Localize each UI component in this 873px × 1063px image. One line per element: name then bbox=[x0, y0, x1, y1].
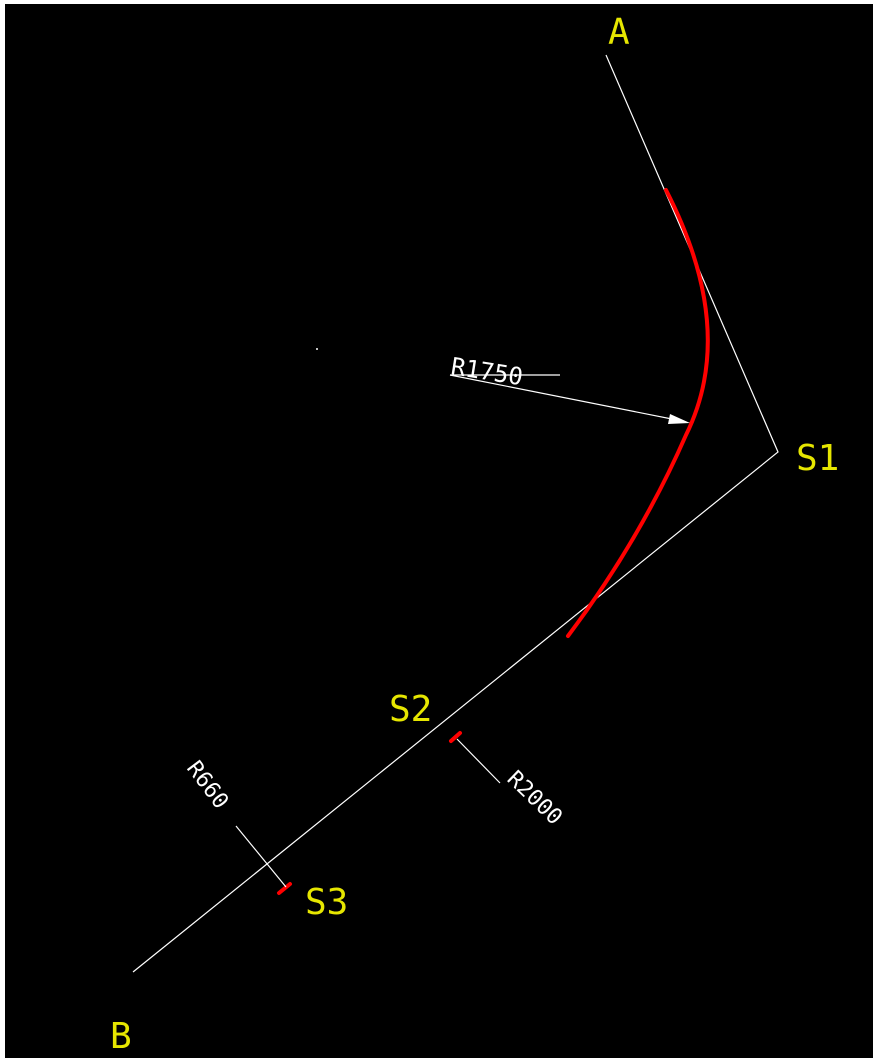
r1750-arrowhead bbox=[668, 414, 690, 424]
point-s3-label: S3 bbox=[305, 882, 348, 923]
r660-leader bbox=[235, 825, 287, 888]
point-b-label: B bbox=[110, 1016, 132, 1057]
point-s2-label: S2 bbox=[389, 689, 432, 730]
r2000-leader bbox=[456, 738, 501, 784]
point-s1-label: S1 bbox=[796, 438, 839, 479]
curve-r2000 bbox=[449, 731, 462, 743]
stray-point bbox=[316, 348, 318, 350]
curve-r1750 bbox=[566, 188, 710, 638]
drawing-background bbox=[5, 4, 873, 1058]
curve-r660 bbox=[277, 882, 292, 895]
point-a-label: A bbox=[608, 12, 630, 53]
tangent-polyline bbox=[132, 54, 779, 973]
r1750-leader bbox=[449, 374, 683, 422]
